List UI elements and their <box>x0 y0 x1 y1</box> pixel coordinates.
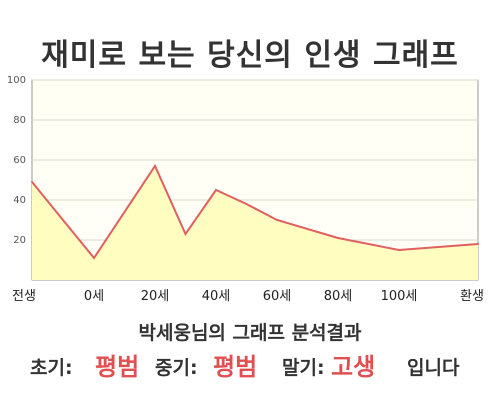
series-line <box>31 163 479 260</box>
early-label: 초기: <box>30 357 73 379</box>
mid-value: 평범 <box>213 353 258 381</box>
summary-suffix: 입니다 <box>407 357 460 379</box>
x-tick-label: 100세 <box>381 289 418 304</box>
analysis-summary: 초기: 평범 중기: 평범 말기: 고생 입니다 <box>0 345 500 381</box>
late-label: 말기: <box>282 357 325 379</box>
data-point <box>276 219 278 221</box>
y-axis-ticks: 20 40 60 80 100 <box>7 75 26 246</box>
x-axis-ticks: 전생 0세 20세 40세 60세 80세 100세 환생 <box>12 289 484 304</box>
x-tick-label: 전생 <box>12 289 36 304</box>
mid-label: 중기: <box>155 357 198 379</box>
page-title: 재미로 보는 당신의 인생 그래프 <box>41 38 459 73</box>
data-point <box>31 181 33 183</box>
data-point <box>184 233 187 235</box>
y-tick-label: 60 <box>13 155 26 166</box>
data-point <box>215 189 217 191</box>
y-tick-label: 40 <box>13 195 26 206</box>
x-tick-label: 환생 <box>460 289 484 304</box>
x-tick-label: 0세 <box>84 289 104 304</box>
analysis-title: 박세웅님의 그래프 분석결과 <box>138 322 362 344</box>
x-tick-label: 20세 <box>141 289 170 304</box>
y-tick-label: 80 <box>13 115 26 126</box>
x-tick-label: 80세 <box>324 289 353 304</box>
data-point <box>337 237 339 239</box>
data-point <box>154 165 156 167</box>
early-value: 평범 <box>95 353 140 381</box>
x-tick-label: 40세 <box>202 289 231 304</box>
data-point <box>245 203 248 205</box>
series-area-fill <box>32 166 478 280</box>
y-tick-label: 100 <box>7 75 26 86</box>
life-graph-chart: 20 40 60 80 100 전생 0세 20세 40세 60세 80세 100세 환생 <box>7 75 484 304</box>
x-tick-label: 60세 <box>263 289 292 304</box>
data-point <box>477 243 479 245</box>
late-value: 고생 <box>331 353 376 381</box>
data-points <box>31 165 479 259</box>
y-tick-label: 20 <box>13 235 26 246</box>
data-point <box>398 249 400 251</box>
data-point <box>93 257 95 259</box>
